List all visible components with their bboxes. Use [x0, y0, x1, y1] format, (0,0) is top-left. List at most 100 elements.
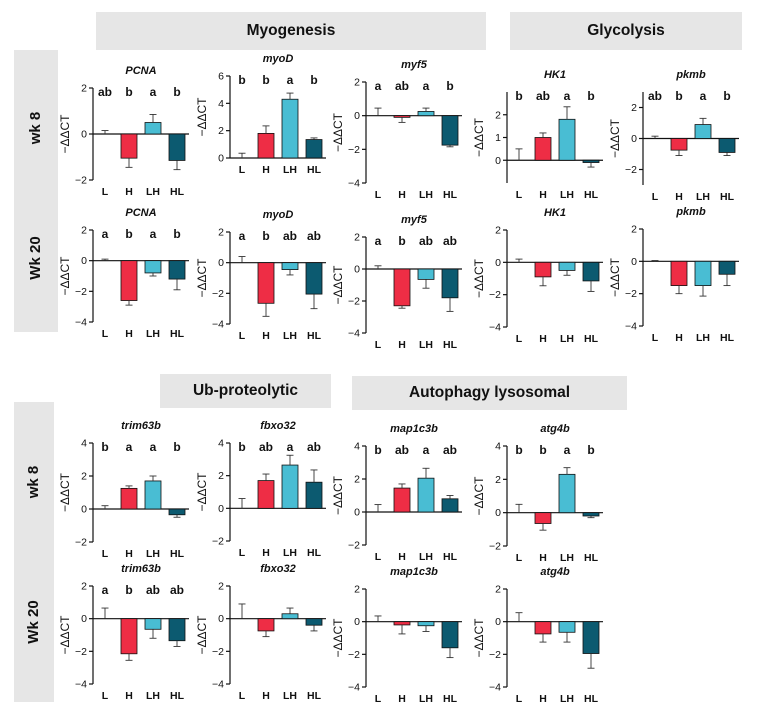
y-tick-label: 4 — [81, 438, 87, 450]
y-tick-label: 2 — [354, 232, 360, 244]
y-tick-label: −4 — [212, 319, 224, 331]
bar-H — [534, 512, 552, 524]
x-tick-label: L — [516, 693, 523, 705]
x-tick-label: L — [102, 186, 109, 198]
y-tick-label: −2 — [348, 649, 360, 661]
bar-HL — [582, 261, 600, 282]
x-tick-label: LH — [560, 189, 574, 201]
y-tick-label: −4 — [75, 317, 87, 329]
y-tick-label: 2 — [81, 471, 87, 483]
bar-LH — [694, 260, 712, 286]
x-tick-label: LH — [560, 333, 574, 345]
x-tick-label: L — [239, 690, 246, 702]
x-tick-label: LH — [419, 551, 433, 563]
significance-letter: ab — [307, 229, 321, 243]
x-tick-label: L — [375, 693, 382, 705]
y-axis-label: −ΔΔCT — [472, 476, 486, 516]
y-tick-label: −2 — [212, 536, 224, 548]
significance-letter: b — [310, 73, 317, 87]
significance-letter: b — [238, 440, 245, 454]
significance-letter: b — [587, 443, 594, 457]
bar-LH — [281, 464, 299, 509]
x-tick-label: H — [125, 690, 133, 702]
x-tick-label: H — [125, 548, 133, 560]
significance-letter: ab — [283, 229, 297, 243]
significance-letter: a — [287, 440, 294, 454]
y-axis-label: −ΔΔCT — [472, 258, 486, 298]
y-tick-label: 4 — [218, 98, 224, 110]
bar-LH — [281, 262, 299, 270]
bar-LH — [144, 480, 162, 510]
chart-panel-14: atg4b −ΔΔCT −2 0 2 4 Lb Hb LH a HL b — [472, 423, 603, 564]
x-tick-label: LH — [419, 339, 433, 351]
y-tick-label: −2 — [348, 540, 360, 552]
bar-HL — [441, 498, 459, 513]
y-tick-label: −2 — [625, 164, 637, 176]
significance-letter: b — [374, 443, 381, 457]
x-tick-label: L — [516, 333, 523, 345]
bar-H — [257, 262, 275, 304]
x-tick-label: L — [239, 330, 246, 342]
bar-HL — [441, 268, 459, 299]
bar-LH — [281, 613, 299, 620]
bar-HL — [718, 138, 736, 153]
x-tick-label: H — [398, 189, 406, 201]
y-axis-label: −ΔΔCT — [195, 258, 209, 298]
significance-letter: b — [515, 443, 522, 457]
bar-H — [534, 137, 552, 161]
significance-letter: ab — [259, 440, 273, 454]
x-tick-label: L — [375, 551, 382, 563]
significance-letter: a — [126, 440, 133, 454]
chart-title: fbxo32 — [260, 420, 295, 432]
bar-LH — [694, 124, 712, 139]
significance-letter: a — [564, 89, 571, 103]
significance-letter: b — [539, 443, 546, 457]
y-tick-label: −4 — [489, 322, 501, 334]
bar-HL — [168, 260, 186, 280]
x-tick-label: LH — [146, 548, 160, 560]
y-tick-label: −4 — [489, 682, 501, 694]
x-tick-label: H — [675, 191, 683, 203]
x-tick-label: HL — [584, 693, 599, 705]
bar-H — [393, 487, 411, 513]
x-tick-label: L — [102, 328, 109, 340]
y-axis-label: −ΔΔCT — [331, 265, 345, 305]
y-tick-label: −4 — [75, 679, 87, 691]
significance-letter: ab — [307, 440, 321, 454]
y-tick-label: −2 — [489, 649, 501, 661]
x-tick-label: LH — [283, 164, 297, 176]
y-tick-label: 2 — [631, 224, 637, 236]
significance-letter: a — [150, 227, 157, 241]
x-tick-label: L — [652, 332, 659, 344]
significance-letter: b — [173, 85, 180, 99]
y-axis-label: −ΔΔCT — [195, 472, 209, 512]
x-tick-label: L — [102, 690, 109, 702]
chart-panel-11: trim63b −ΔΔCT −2 0 2 4 Lb Ha LH a HL b — [58, 420, 189, 560]
x-tick-label: H — [262, 690, 270, 702]
y-tick-label: −4 — [212, 679, 224, 691]
y-tick-label: 2 — [354, 474, 360, 486]
chart-panel-3: myf5 −ΔΔCT −4 −2 0 2 La Hab LH a HL b — [331, 59, 462, 201]
y-tick-label: 0 — [495, 507, 501, 519]
chart-panel-1: PCNA −ΔΔCT −2 0 2 Lab Hb LH a HL b — [58, 65, 189, 198]
y-tick-label: 2 — [631, 102, 637, 114]
x-tick-label: H — [398, 339, 406, 351]
chart-panel-12: fbxo32 −ΔΔCT −2 0 2 4 Lb Hab LH a HL ab — [195, 420, 326, 559]
significance-letter: a — [287, 73, 294, 87]
x-tick-label: HL — [584, 189, 599, 201]
significance-letter: ab — [536, 89, 550, 103]
x-tick-label: LH — [283, 690, 297, 702]
y-tick-label: −2 — [625, 288, 637, 300]
y-tick-label: 2 — [354, 584, 360, 596]
y-tick-label: 0 — [354, 507, 360, 519]
y-tick-label: 0 — [81, 255, 87, 267]
x-tick-label: HL — [307, 164, 322, 176]
significance-letter: a — [150, 85, 157, 99]
y-axis-label: −ΔΔCT — [58, 615, 72, 655]
chart-title: map1c3b — [390, 566, 438, 578]
